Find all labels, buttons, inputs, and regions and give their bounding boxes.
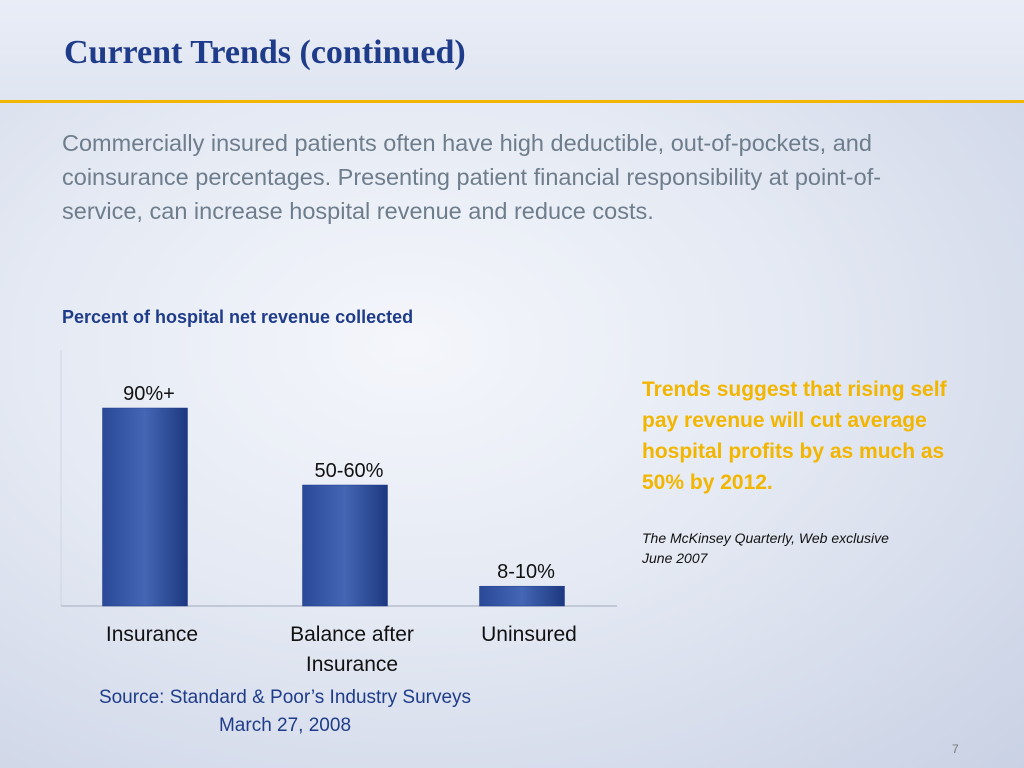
citation-line-2: June 2007 [642,550,708,566]
source-note: Source: Standard & Poor’s Industry Surve… [55,684,515,740]
data-label-2: 8-10% [497,561,555,583]
source-line-2: March 27, 2008 [218,715,352,736]
page-number: 7 [952,742,959,756]
slide-title: Current Trends (continued) [64,34,466,71]
body-paragraph: Commercially insured patients often have… [62,130,882,224]
citation: The McKinsey Quarterly, Web exclusive Ju… [642,528,972,568]
category-label-1: Balance after [290,623,414,646]
accent-rule [0,100,1024,103]
bar-2 [479,585,565,607]
citation-line-1: The McKinsey Quarterly, Web exclusive [642,530,889,546]
callout-text: Trends suggest that rising self pay reve… [642,378,947,494]
title-bar: Current Trends (continued) [0,0,1024,100]
source-line-1: Source: Standard & Poor’s Industry Surve… [98,687,472,708]
category-label-0: Insurance [106,623,198,646]
bar-0 [102,407,188,607]
bar-chart: 90%+ Insurance 50-60% Balance after Insuranc… [60,350,617,676]
data-label-1: 50-60% [315,460,384,482]
bar-1 [302,484,388,607]
chart-heading: Percent of hospital net revenue collecte… [62,307,414,327]
category-label-2: Uninsured [481,623,577,646]
category-label-1-line-2: Insurance [306,653,398,676]
data-label-0: 90%+ [123,383,175,405]
